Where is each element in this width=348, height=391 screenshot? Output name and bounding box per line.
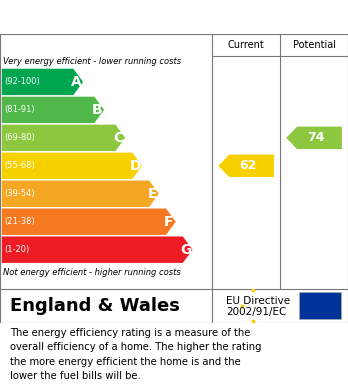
Polygon shape <box>2 152 142 179</box>
Polygon shape <box>2 181 159 207</box>
Text: The energy efficiency rating is a measure of the
overall efficiency of a home. T: The energy efficiency rating is a measur… <box>10 328 262 381</box>
Text: Energy Efficiency Rating: Energy Efficiency Rating <box>9 8 238 26</box>
Text: Current: Current <box>228 40 264 50</box>
Text: G: G <box>180 243 191 256</box>
Text: 74: 74 <box>307 131 324 144</box>
Text: E: E <box>147 187 157 201</box>
Polygon shape <box>2 237 192 263</box>
Polygon shape <box>286 127 342 149</box>
Polygon shape <box>2 125 125 151</box>
Text: 2002/91/EC: 2002/91/EC <box>226 307 286 317</box>
Text: Not energy efficient - higher running costs: Not energy efficient - higher running co… <box>3 268 181 277</box>
Polygon shape <box>2 208 176 235</box>
Text: (92-100): (92-100) <box>4 77 40 86</box>
Text: (21-38): (21-38) <box>4 217 35 226</box>
Text: (55-68): (55-68) <box>4 161 35 170</box>
Polygon shape <box>219 154 274 177</box>
Text: Potential: Potential <box>293 40 335 50</box>
Text: B: B <box>92 103 103 117</box>
Polygon shape <box>2 69 83 95</box>
Text: England & Wales: England & Wales <box>10 296 180 315</box>
Text: (39-54): (39-54) <box>4 189 35 198</box>
Text: 62: 62 <box>239 159 256 172</box>
Text: (69-80): (69-80) <box>4 133 35 142</box>
Text: D: D <box>129 159 141 173</box>
Text: C: C <box>113 131 124 145</box>
Text: F: F <box>164 215 174 229</box>
Text: A: A <box>71 75 82 89</box>
Text: (81-91): (81-91) <box>4 106 35 115</box>
Text: (1-20): (1-20) <box>4 245 30 254</box>
Polygon shape <box>2 97 104 123</box>
Text: Very energy efficient - lower running costs: Very energy efficient - lower running co… <box>3 57 182 66</box>
Text: EU Directive: EU Directive <box>226 296 290 307</box>
Bar <box>299 292 341 319</box>
